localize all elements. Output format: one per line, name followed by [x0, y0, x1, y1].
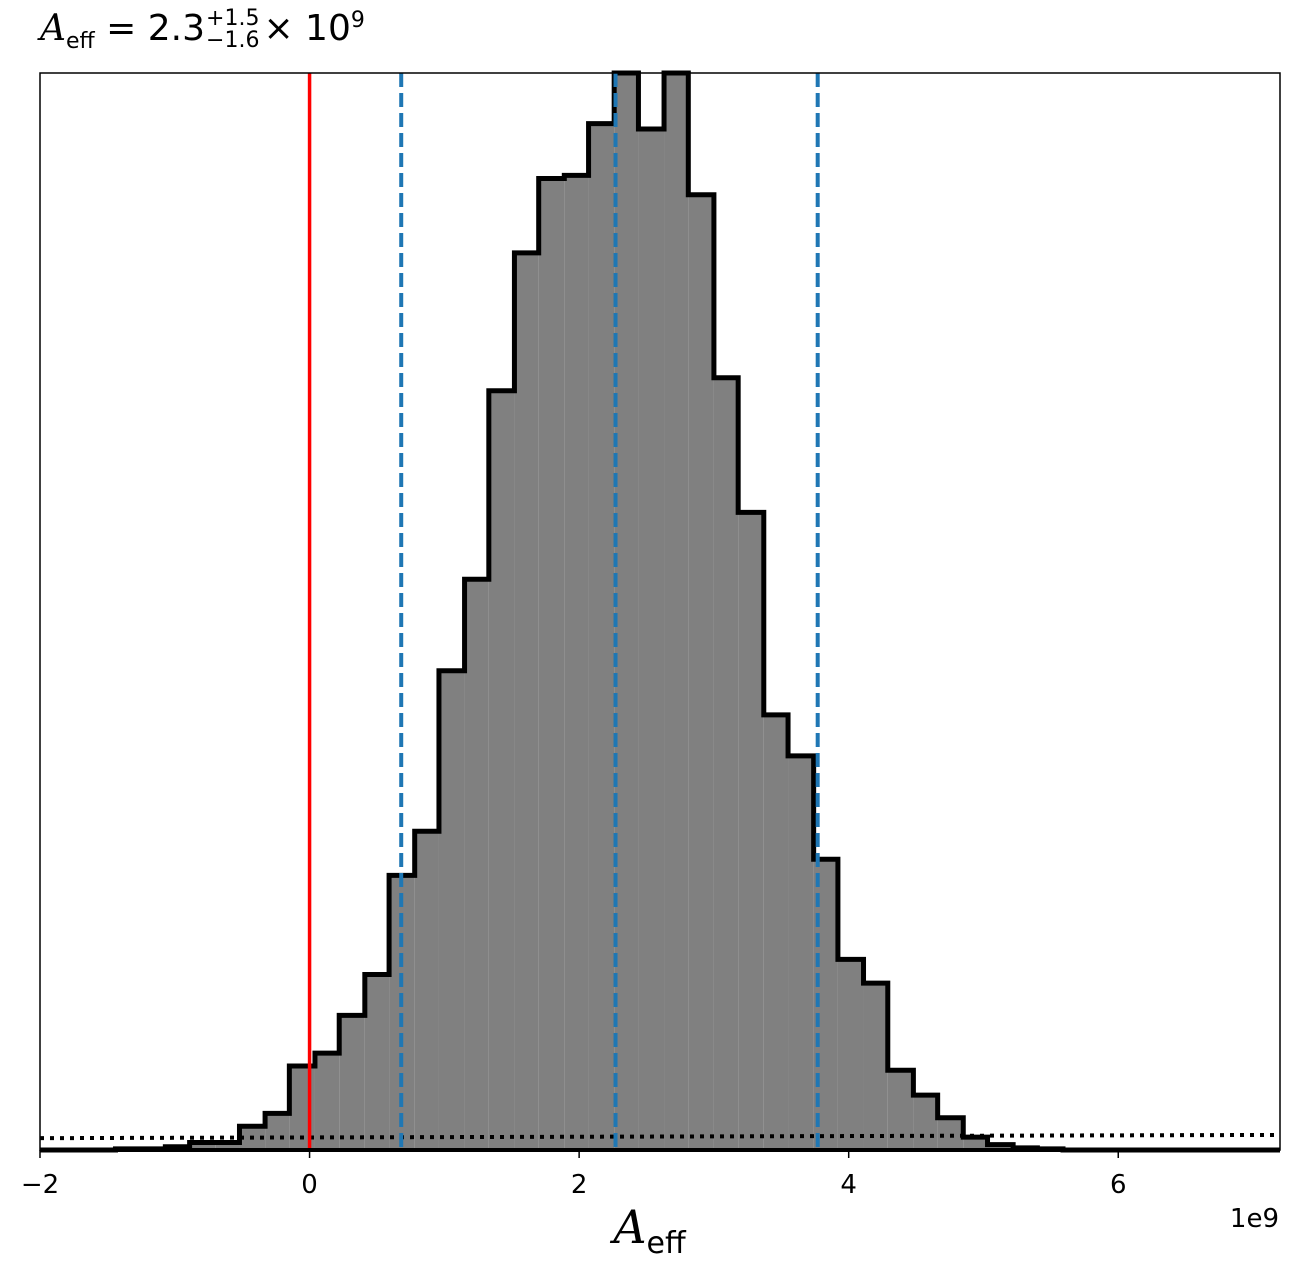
- histogram-bar: [339, 1015, 365, 1150]
- title-upper-error: +1.5: [206, 6, 260, 31]
- histogram-bar: [763, 714, 789, 1150]
- histogram-outline: [40, 70, 1280, 1153]
- histogram-bar: [438, 670, 465, 1150]
- x-axis-label-symbol: A: [613, 1200, 647, 1254]
- x-axis-offset-label: 1e9: [1229, 1204, 1279, 1234]
- histogram-bar: [538, 178, 565, 1150]
- histogram-bar: [414, 831, 439, 1150]
- chart-title: Aeff = 2.3 +1.5 −1.6 × 109: [40, 8, 365, 53]
- histogram-bar: [987, 1144, 1014, 1150]
- histogram-bar: [614, 73, 639, 1150]
- histogram-bar: [215, 1142, 240, 1150]
- histogram-bar: [314, 1053, 340, 1150]
- histogram-bar: [364, 974, 390, 1150]
- x-ticks: −2 0 2 4 6: [21, 1150, 1127, 1200]
- x-tick-label: 4: [840, 1170, 857, 1200]
- histogram-bar: [887, 1070, 914, 1150]
- x-tick-label: 2: [571, 1170, 588, 1200]
- histogram-bar: [265, 1113, 290, 1150]
- x-tick-label: 6: [1110, 1170, 1127, 1200]
- histogram-bar: [588, 123, 615, 1150]
- histogram-bar: [514, 252, 539, 1150]
- histogram-bar: [488, 390, 515, 1151]
- histogram-bar: [688, 194, 714, 1151]
- histogram-bars: [40, 70, 1280, 1153]
- title-errors: +1.5 −1.6: [206, 8, 259, 52]
- histogram-bar: [913, 1095, 938, 1150]
- title-exponent: 9: [350, 8, 365, 33]
- histogram-bar: [464, 579, 489, 1150]
- histogram-bar: [963, 1137, 988, 1150]
- title-subscript: eff: [66, 29, 95, 55]
- x-tick-label: 0: [301, 1170, 318, 1200]
- histogram-bar: [638, 129, 665, 1150]
- histogram-bar: [664, 73, 689, 1150]
- histogram-bar: [788, 755, 814, 1150]
- title-value: = 2.3: [106, 8, 206, 49]
- title-lower-error: −1.6: [206, 28, 260, 53]
- histogram-bar: [564, 175, 589, 1150]
- histogram-bar: [738, 512, 764, 1150]
- plot-frame: [39, 72, 1281, 1152]
- x-axis-label-subscript: eff: [646, 1226, 686, 1262]
- title-suffix: × 10: [263, 8, 351, 49]
- x-axis-label: Aeff: [0, 1200, 1299, 1261]
- histogram-bar: [863, 983, 888, 1150]
- title-symbol: A: [40, 8, 66, 49]
- chart-overlays: [39, 73, 1281, 1150]
- prior-line: [39, 1132, 1281, 1141]
- histogram-bar: [713, 377, 739, 1150]
- x-tick-label: −2: [21, 1170, 59, 1200]
- histogram-bar: [189, 1142, 216, 1150]
- histogram-bar: [837, 959, 864, 1150]
